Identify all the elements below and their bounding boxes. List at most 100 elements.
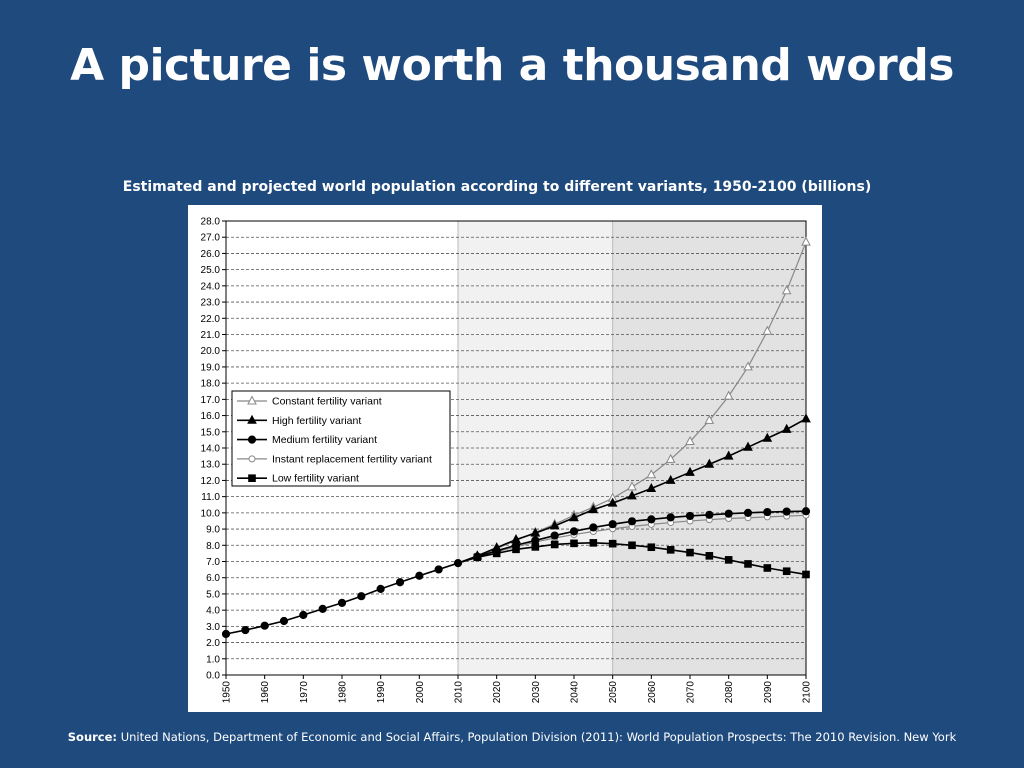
chart-panel: 0.0 1.0 2.0 3.0 4.0 5.0 6.0 7.0 8.0 9.0 10.0 11.0 12… — [188, 205, 822, 712]
x-tick-label: 2030 — [531, 681, 542, 704]
data-point — [704, 458, 715, 468]
data-point — [627, 481, 637, 491]
y-tick-label: 28.0 — [201, 217, 221, 228]
data-point — [453, 559, 463, 568]
legend: Constant fertility variant High fertility… — [231, 390, 451, 487]
y-tick-label: 5.0 — [206, 589, 220, 600]
data-point — [646, 469, 657, 479]
legend-marker — [248, 455, 256, 463]
data-point — [492, 546, 501, 555]
y-tick-label: 20.0 — [201, 346, 221, 357]
chart-title: Estimated and projected world population… — [122, 179, 872, 195]
x-tick-label: 1950 — [222, 681, 233, 704]
data-point — [743, 441, 753, 451]
y-tick-label: 7.0 — [206, 557, 220, 568]
data-point — [647, 543, 656, 552]
legend-box — [231, 390, 451, 487]
legend-label: Low fertility variant — [272, 473, 359, 485]
x-tick-label: 1980 — [338, 681, 349, 704]
data-point — [781, 423, 792, 433]
data-point — [357, 592, 366, 601]
y-tick-label: 25.0 — [201, 265, 221, 276]
data-point — [376, 584, 385, 594]
y-tick-label: 12.0 — [201, 476, 221, 487]
data-point — [531, 536, 540, 545]
data-point — [627, 490, 637, 500]
data-point — [724, 509, 733, 518]
y-tick-label: 21.0 — [201, 330, 221, 341]
y-tick-label: 0.0 — [206, 671, 220, 682]
y-tick-label: 3.0 — [206, 622, 220, 633]
data-point — [646, 482, 657, 493]
y-tick-label: 2.0 — [206, 638, 220, 649]
data-point — [511, 541, 521, 550]
data-point — [802, 570, 810, 579]
data-point — [221, 629, 231, 639]
legend-marker — [248, 474, 256, 482]
slide-title: A picture is worth a thousand words — [70, 40, 954, 91]
data-point — [666, 546, 675, 554]
population-line-chart: 0.0 1.0 2.0 3.0 4.0 5.0 6.0 7.0 8.0 9.0 10.0 11.0 12… — [201, 217, 813, 704]
x-tick-label: 2020 — [492, 681, 503, 704]
y-tick-label: 16.0 — [201, 411, 221, 422]
y-tick-label: 22.0 — [201, 314, 221, 325]
data-point — [550, 540, 559, 549]
x-tick-label: 2080 — [724, 681, 735, 704]
y-tick-label: 19.0 — [201, 362, 221, 373]
x-tick-label: 2070 — [686, 681, 697, 704]
data-point — [686, 548, 694, 557]
source-note: Source: United Nations, Department of Ec… — [0, 729, 1024, 745]
data-point — [279, 616, 289, 626]
y-tick-label: 17.0 — [201, 395, 221, 406]
source-text: United Nations, Department of Economic a… — [120, 730, 957, 744]
data-point — [801, 413, 811, 423]
data-point — [762, 432, 773, 442]
data-point — [570, 539, 578, 548]
data-point — [337, 598, 347, 607]
y-tick-label: 13.0 — [201, 460, 221, 471]
y-tick-label: 26.0 — [201, 249, 221, 260]
data-point — [763, 564, 772, 572]
x-tick-label: 2060 — [647, 681, 658, 704]
data-point — [395, 578, 405, 587]
data-point — [704, 414, 715, 424]
data-point — [318, 604, 327, 613]
y-tick-label: 15.0 — [201, 427, 221, 438]
legend-label: High fertility variant — [272, 415, 361, 427]
legend-label: Medium fertility variant — [272, 434, 377, 446]
data-point — [685, 435, 695, 446]
data-point — [299, 610, 308, 620]
y-tick-label: 10.0 — [201, 508, 221, 519]
y-tick-label: 23.0 — [201, 298, 221, 309]
legend-marker — [247, 395, 257, 405]
data-point — [705, 510, 714, 519]
series-line — [225, 562, 459, 635]
y-tick-label: 9.0 — [206, 525, 220, 536]
data-point — [608, 520, 617, 529]
data-point — [782, 567, 791, 576]
x-tick-label: 1990 — [376, 681, 387, 704]
data-point — [589, 539, 598, 547]
y-tick-label: 8.0 — [206, 541, 220, 552]
y-tick-label: 6.0 — [206, 573, 220, 584]
data-point — [415, 571, 424, 580]
data-point — [434, 565, 443, 574]
data-point — [241, 625, 250, 635]
data-point — [743, 361, 753, 371]
legend-item: Low fertility variant — [237, 473, 359, 485]
legend-label: Instant replacement fertility variant — [272, 453, 432, 465]
x-tick-label: 2050 — [608, 681, 619, 704]
data-point — [607, 497, 618, 507]
source-label: Source: — [67, 730, 118, 744]
data-point — [801, 507, 811, 516]
data-point — [724, 556, 733, 564]
x-tick-label: 2090 — [763, 681, 774, 704]
data-point — [531, 543, 540, 551]
data-point — [723, 390, 734, 400]
data-point — [782, 507, 791, 516]
data-point — [763, 507, 772, 517]
series-medium-fertility-variant — [457, 507, 811, 564]
data-point — [705, 552, 714, 560]
data-point — [665, 453, 676, 463]
data-point — [744, 560, 752, 568]
